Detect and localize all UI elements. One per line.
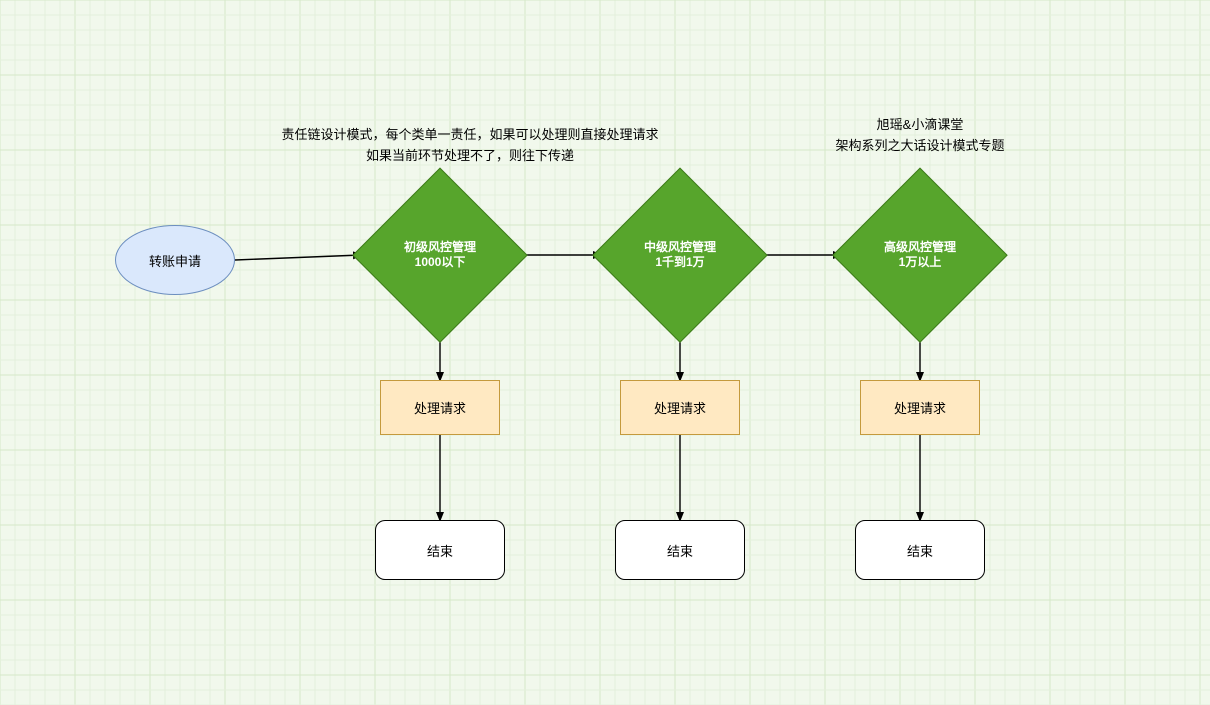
arrows-layer (0, 0, 1210, 705)
decision-node-0: 初级风控管理1000以下 (355, 185, 525, 325)
end-node-1: 结束 (615, 520, 745, 580)
process-node-1: 处理请求 (620, 380, 740, 435)
diamond-label: 初级风控管理1000以下 (355, 185, 525, 325)
process-node-0: 处理请求 (380, 380, 500, 435)
process-node-2: 处理请求 (860, 380, 980, 435)
end-node-0: 结束 (375, 520, 505, 580)
grid-background (0, 0, 1210, 705)
start-node: 转账申请 (115, 225, 235, 295)
page-divider (454, 0, 455, 705)
end-node-2: 结束 (855, 520, 985, 580)
main-caption: 责任链设计模式，每个类单一责任，如果可以处理则直接处理请求如果当前环节处理不了，… (281, 125, 658, 167)
decision-node-2: 高级风控管理1万以上 (835, 185, 1005, 325)
flowchart-canvas: 责任链设计模式，每个类单一责任，如果可以处理则直接处理请求如果当前环节处理不了，… (0, 0, 1210, 705)
diamond-label: 中级风控管理1千到1万 (595, 185, 765, 325)
author-caption: 旭瑶&小滴课堂架构系列之大话设计模式专题 (835, 115, 1004, 157)
canvas-frame (0, 0, 1210, 705)
decision-node-1: 中级风控管理1千到1万 (595, 185, 765, 325)
diamond-label: 高级风控管理1万以上 (835, 185, 1005, 325)
